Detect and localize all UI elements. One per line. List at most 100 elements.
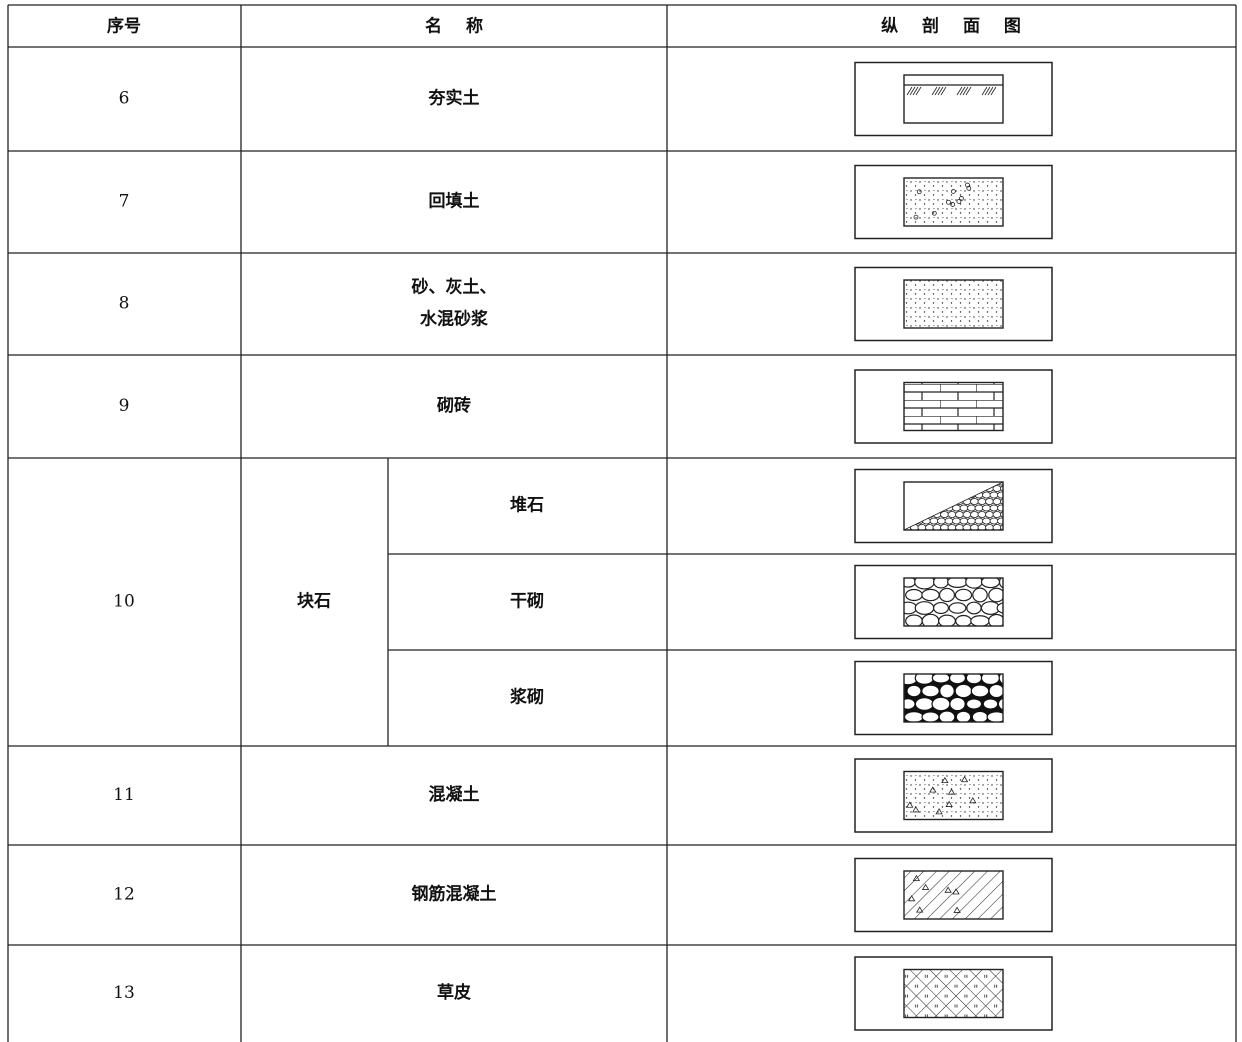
pattern-box — [903, 279, 1004, 329]
stone — [940, 511, 949, 518]
stone — [917, 498, 927, 505]
stone — [955, 710, 972, 722]
stone — [944, 886, 952, 893]
stone — [992, 511, 1002, 518]
hatch — [931, 86, 938, 96]
pattern — [904, 482, 1003, 530]
stone — [959, 491, 969, 499]
row-number: 6 — [119, 89, 130, 109]
pattern — [904, 578, 1003, 626]
stone — [906, 684, 922, 698]
pattern — [904, 771, 1003, 820]
stone — [932, 485, 942, 492]
stone — [929, 504, 939, 512]
stone — [907, 504, 916, 512]
dots — [904, 178, 1003, 226]
stone — [938, 710, 956, 722]
stone — [989, 504, 999, 512]
stone — [921, 711, 940, 722]
stone — [947, 485, 957, 492]
pattern-box — [903, 381, 1004, 432]
stone — [997, 491, 1003, 499]
stone — [970, 615, 990, 626]
stone — [982, 517, 991, 525]
stone — [982, 504, 991, 512]
stone — [940, 498, 949, 505]
stone — [907, 491, 916, 499]
pattern-box — [903, 870, 1004, 920]
name-cell: 夯实土 — [428, 88, 480, 109]
name-cell: 块石 — [297, 592, 331, 612]
stone — [932, 498, 942, 505]
stone — [985, 511, 994, 518]
pattern — [904, 674, 1021, 722]
stone — [960, 776, 969, 783]
dots — [904, 771, 1003, 820]
edge — [904, 482, 1003, 530]
name-cell: 砂、灰土、 — [412, 277, 497, 298]
hatch — [937, 86, 944, 96]
stone — [929, 491, 939, 499]
hatch — [909, 86, 916, 96]
stone — [912, 806, 920, 813]
row-number: 8 — [119, 294, 130, 314]
stone — [922, 504, 931, 512]
stone — [945, 800, 953, 807]
stone — [914, 504, 924, 512]
stone — [944, 491, 954, 499]
stone — [949, 696, 966, 712]
hatch — [984, 86, 991, 96]
stone — [974, 504, 984, 512]
hatch — [962, 86, 969, 96]
stone — [922, 491, 931, 499]
stone — [988, 587, 1003, 603]
pattern — [904, 871, 1003, 919]
stone — [955, 614, 972, 626]
stone — [948, 674, 967, 685]
name-cell: 草皮 — [437, 982, 471, 1003]
sub-name: 干砌 — [510, 592, 544, 612]
stone — [952, 491, 961, 499]
stone — [921, 883, 930, 890]
hatch — [959, 86, 966, 96]
row-number: 11 — [113, 785, 135, 805]
stone — [977, 498, 987, 505]
name-cell: 钢筋混凝土 — [412, 884, 497, 905]
stone — [959, 517, 969, 525]
stone — [1000, 511, 1003, 518]
pattern-box — [903, 577, 1004, 627]
stone — [905, 588, 923, 602]
dots — [904, 280, 1003, 328]
stone — [947, 498, 957, 505]
hatch — [987, 86, 994, 96]
stone — [998, 674, 1003, 685]
stone — [915, 906, 924, 913]
stone — [970, 485, 979, 492]
stone — [929, 786, 937, 793]
stone — [941, 776, 949, 784]
stone — [931, 210, 937, 216]
pattern-frame — [854, 61, 1053, 137]
stone — [914, 491, 924, 499]
stone — [950, 189, 956, 194]
stone — [985, 498, 994, 505]
stone — [970, 498, 979, 505]
stone — [947, 511, 957, 518]
pattern-box — [903, 770, 1004, 821]
stone — [959, 504, 969, 512]
stone — [989, 517, 999, 525]
stone — [946, 199, 951, 205]
pattern-frame — [854, 369, 1053, 444]
cross — [904, 969, 1003, 1018]
stone — [931, 696, 951, 712]
stone — [954, 588, 973, 602]
pattern-frame — [854, 468, 1053, 544]
stone — [1002, 619, 1003, 623]
stone — [965, 698, 983, 710]
stone — [970, 684, 990, 698]
stone — [940, 485, 949, 492]
stone — [925, 498, 934, 505]
stone — [1006, 712, 1021, 722]
stone — [904, 601, 918, 615]
